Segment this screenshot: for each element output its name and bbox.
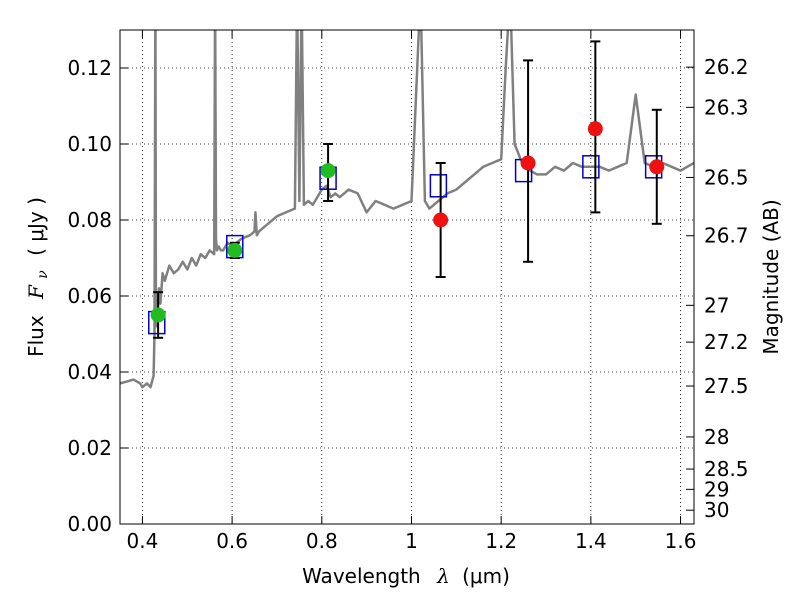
x-tick-label: 0.6 bbox=[216, 529, 248, 553]
y-tick-label: 0.08 bbox=[67, 208, 112, 232]
spectrum-layer bbox=[120, 30, 694, 389]
x-tick-label: 0.8 bbox=[306, 529, 338, 553]
tick-layer: 0.4 0.6 0.8 1 1.2 1.4 1.6 0.00 0.02 0.04 0.06 0.08 0… bbox=[67, 30, 749, 553]
y2-tick-label: 26.3 bbox=[704, 95, 749, 119]
y-axis-label-symbol: F bbox=[24, 284, 48, 300]
observed-point bbox=[520, 155, 536, 171]
y-axis-label-subscript: ν bbox=[35, 270, 51, 279]
y-axis-label: Flux F ν ( μJy ) bbox=[24, 197, 52, 357]
y2-tick-label: 26.7 bbox=[704, 224, 749, 248]
x-tick-label: 1.4 bbox=[575, 529, 607, 553]
bandpass-marker bbox=[582, 155, 600, 179]
y2-tick-label: 27.5 bbox=[704, 374, 749, 398]
x-tick-label: 0.4 bbox=[127, 529, 159, 553]
y-tick-label: 0.02 bbox=[67, 436, 112, 460]
y2-tick-label: 30 bbox=[704, 498, 729, 522]
x-tick-label: 1 bbox=[405, 529, 418, 553]
y-tick-label: 0.04 bbox=[67, 360, 112, 384]
x-tick-label: 1.2 bbox=[485, 529, 517, 553]
y-axis-label-unit: ( μJy ) bbox=[24, 197, 48, 256]
observed-point bbox=[587, 121, 603, 137]
x-tick-label: 1.6 bbox=[665, 529, 697, 553]
observed-point bbox=[320, 163, 336, 179]
y2-tick-label: 29 bbox=[704, 477, 729, 501]
y-tick-label: 0.00 bbox=[67, 512, 112, 536]
y-tick-label: 0.12 bbox=[67, 56, 112, 80]
plot-area-layer bbox=[120, 30, 694, 389]
observed-point bbox=[227, 242, 243, 258]
x-axis-label: Wavelength λ (μm) bbox=[302, 564, 510, 588]
marker-layer bbox=[148, 40, 665, 339]
y2-tick-label: 28.5 bbox=[704, 457, 749, 481]
y2-axis-label: Magnitude (AB) bbox=[759, 199, 783, 354]
y-axis-label-text: Flux bbox=[24, 315, 48, 357]
y2-tick-label: 27.2 bbox=[704, 330, 749, 354]
y2-tick-label: 26.5 bbox=[704, 165, 749, 189]
y2-tick-label: 28 bbox=[704, 425, 729, 449]
x-axis-label-text: Wavelength bbox=[302, 564, 421, 588]
y2-tick-label: 26.2 bbox=[704, 55, 749, 79]
bandpass-marker bbox=[429, 174, 448, 198]
observed-point bbox=[150, 307, 166, 323]
x-axis-label-unit: (μm) bbox=[462, 564, 510, 588]
model-spectrum-line bbox=[120, 30, 694, 389]
y2-tick-label: 27 bbox=[704, 293, 729, 317]
observed-point bbox=[649, 159, 665, 175]
x-axis-label-symbol: λ bbox=[436, 564, 450, 588]
observed-point bbox=[433, 212, 449, 228]
y-tick-label: 0.06 bbox=[67, 284, 112, 308]
plot-frame bbox=[119, 29, 695, 525]
y-tick-label: 0.10 bbox=[67, 132, 112, 156]
